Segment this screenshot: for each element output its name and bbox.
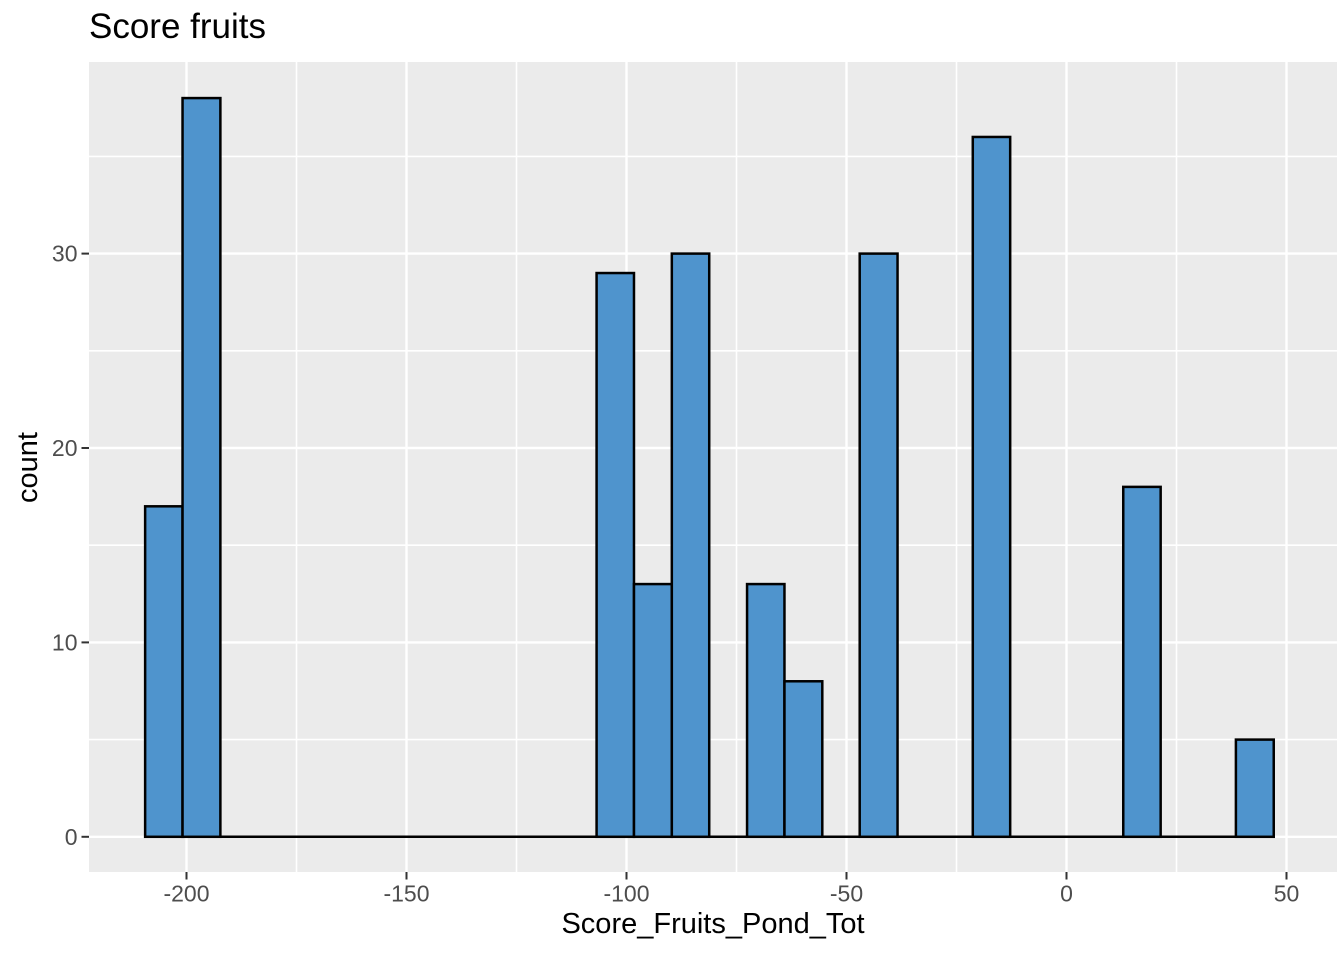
y-axis-tick-label: 10 — [52, 629, 78, 655]
y-axis-tick-label: 20 — [52, 435, 78, 461]
x-axis-title: Score_Fruits_Pond_Tot — [561, 908, 865, 940]
histogram-bar — [670, 252, 711, 839]
histogram-bar — [745, 582, 786, 839]
histogram-bar — [783, 680, 824, 839]
histogram-bar — [1122, 485, 1162, 839]
x-axis-tick-label: 0 — [1060, 881, 1073, 907]
x-axis-tick-label: -100 — [603, 881, 649, 907]
plot-title: Score fruits — [89, 7, 266, 46]
y-axis-tick-label: 30 — [52, 241, 78, 267]
x-axis-tick-label: -150 — [383, 881, 429, 907]
histogram-bar — [632, 582, 674, 839]
y-axis-title-wrap: count — [10, 62, 46, 872]
x-axis-tick-label: 50 — [1274, 881, 1300, 907]
x-axis-tick-label: -200 — [163, 881, 209, 907]
histogram-bar — [971, 135, 1012, 839]
y-axis-title: count — [11, 431, 44, 503]
y-axis-tick-label: 0 — [65, 824, 78, 850]
histogram-bar — [143, 505, 184, 839]
histogram-bar — [858, 252, 899, 839]
x-axis-tick-label: -50 — [830, 881, 863, 907]
histogram-bar — [1234, 738, 1275, 839]
histogram-bar — [595, 271, 636, 839]
histogram-bar — [181, 96, 222, 839]
